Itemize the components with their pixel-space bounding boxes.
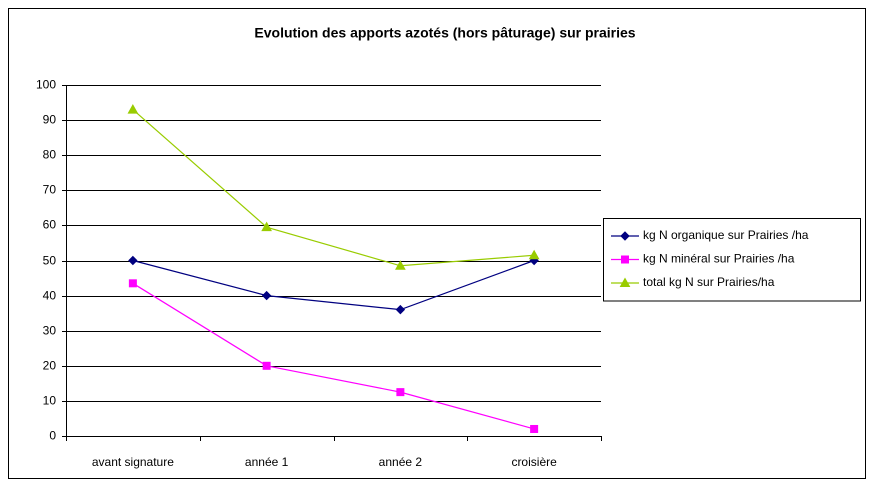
x-tick-label: avant signature <box>92 455 174 469</box>
marker <box>530 424 539 433</box>
marker <box>395 304 406 315</box>
legend-label: kg N minéral sur Prairies /ha <box>643 252 795 266</box>
legend-box <box>603 218 861 302</box>
y-tick-label: 30 <box>43 324 57 338</box>
y-tick-label: 40 <box>43 289 57 303</box>
marker <box>262 361 271 370</box>
marker <box>621 255 629 264</box>
y-tick-label: 60 <box>43 218 57 232</box>
series-line <box>132 109 535 267</box>
y-tick-label: 100 <box>36 78 56 92</box>
legend-label: total kg N sur Prairies/ha <box>643 275 775 289</box>
y-tick-label: 0 <box>49 429 56 443</box>
y-tick-label: 70 <box>43 183 57 197</box>
marker <box>261 221 272 232</box>
marker <box>395 260 406 270</box>
marker <box>128 279 137 288</box>
x-tick-label: année 1 <box>245 455 289 469</box>
marker <box>128 255 138 266</box>
y-tick-label: 80 <box>43 148 57 162</box>
marker <box>528 249 540 260</box>
legend-label: kg N organique sur Prairies /ha <box>643 228 809 242</box>
x-tick-label: année 2 <box>379 455 423 469</box>
y-tick-label: 20 <box>43 359 57 373</box>
y-tick-label: 50 <box>43 254 57 268</box>
marker <box>396 388 405 397</box>
series-line <box>132 259 535 311</box>
series-line <box>132 282 535 430</box>
chart-title: Evolution des apports azotés (hors pâtur… <box>254 25 635 41</box>
marker <box>620 231 630 241</box>
marker <box>619 277 631 287</box>
x-tick-label: croisière <box>511 455 557 469</box>
y-tick-label: 90 <box>43 113 57 127</box>
marker <box>261 290 272 301</box>
marker <box>127 104 139 114</box>
y-tick-label: 10 <box>43 394 57 408</box>
